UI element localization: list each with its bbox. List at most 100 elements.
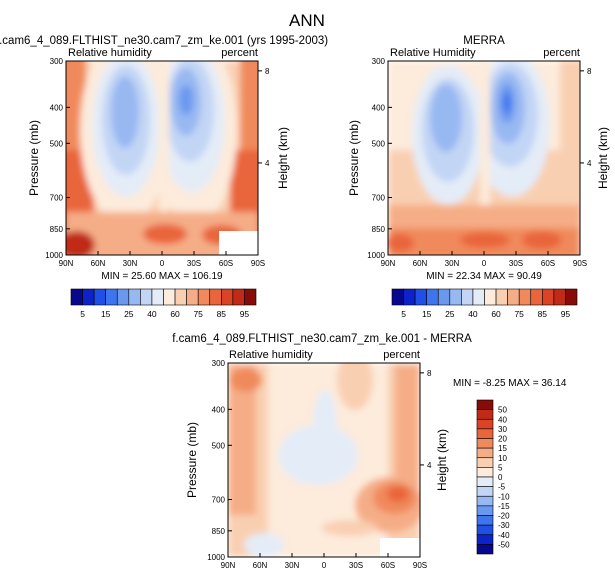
panel-diff-field — [228, 363, 420, 557]
colorbar-label: 95 — [561, 309, 571, 319]
colorbar-box — [553, 288, 566, 306]
panel-model-axes: 90N 60N 30N 0 30S 60S 90S 300 400 500 700 850 1000 8 4 — [45, 57, 270, 268]
y-tick-label: 500 — [372, 139, 386, 148]
colorbar-label: 60 — [491, 309, 501, 319]
panel-obs-left-subtitle: Relative Humidity — [390, 47, 476, 59]
figure-title: ANN — [289, 11, 325, 30]
colorbar-box — [82, 288, 95, 306]
y-tick-label: 700 — [212, 496, 226, 505]
colorbar-label: -30 — [498, 521, 510, 530]
colorbar-box — [476, 476, 494, 487]
panel-diff-ylabel: Pressure (mb) — [185, 422, 199, 498]
colorbar-abs-1: 5 15 25 40 60 75 85 95 — [70, 288, 257, 319]
colorbar-box — [476, 428, 494, 439]
colorbar-box — [476, 399, 494, 410]
colorbar-box — [116, 288, 130, 306]
colorbar-box — [476, 457, 494, 468]
contour-fill — [66, 231, 95, 255]
colorbar-box — [209, 288, 222, 306]
panel-diff-stats: MIN = -8.25 MAX = 36.14 — [453, 378, 567, 389]
contour-fill — [430, 84, 462, 152]
x-tick-label: 90S — [251, 259, 265, 268]
panel-model-ylabel: Pressure (mb) — [27, 120, 41, 196]
y2-tick-label: 4 — [427, 461, 432, 470]
colorbar-label: 25 — [124, 309, 134, 319]
colorbar-label: 85 — [538, 309, 548, 319]
colorbar-box — [93, 288, 106, 306]
colorbar-label: 50 — [498, 406, 507, 415]
colorbar-box — [437, 288, 451, 306]
panel-obs-field — [388, 61, 580, 255]
colorbar-box — [476, 534, 494, 545]
colorbar-box — [530, 288, 543, 306]
contour-fill — [313, 390, 337, 460]
colorbar-box — [151, 288, 164, 306]
colorbar-box — [232, 288, 245, 306]
y-tick-label: 500 — [50, 139, 64, 148]
colorbar-label: 5 — [401, 309, 406, 319]
colorbar-label: 75 — [193, 309, 203, 319]
colorbar-label: 60 — [170, 309, 180, 319]
colorbar-label: 15 — [101, 309, 111, 319]
colorbar-box — [105, 288, 118, 306]
y-tick-label: 850 — [50, 225, 64, 234]
colorbar-box — [70, 288, 83, 306]
x-tick-label: 30N — [445, 259, 460, 268]
panel-diff-title: f.cam6_4_089.FLTHIST_ne30.cam7_zm_ke.001… — [172, 333, 472, 345]
panel-model-stats: MIN = 25.60 MAX = 106.19 — [101, 271, 223, 282]
colorbar-box — [140, 288, 153, 306]
panel-diff-axes: 90N 60N 30N 0 30S 60S 90S 300 400 500 700 850 1000 8 4 — [207, 359, 432, 570]
missing-data — [380, 538, 420, 557]
colorbar-box — [476, 515, 494, 526]
x-tick-label: 60S — [219, 259, 233, 268]
y2-tick-label: 8 — [427, 369, 432, 378]
colorbar-box — [476, 418, 494, 430]
y2-tick-label: 8 — [265, 67, 270, 76]
x-tick-label: 90S — [413, 561, 427, 570]
x-tick-label: 60N — [91, 259, 106, 268]
contour-fill — [278, 425, 358, 485]
panel-diff-y2label: Height (km) — [435, 429, 449, 491]
colorbar-box — [476, 438, 494, 449]
x-tick-label: 90N — [221, 561, 236, 570]
contour-fill — [522, 231, 562, 249]
y-tick-label: 400 — [50, 103, 64, 112]
x-tick-label: 90S — [573, 259, 587, 268]
panel-obs-ylabel: Pressure (mb) — [347, 120, 361, 196]
y-tick-label: 300 — [212, 359, 226, 368]
panel-diff-right-subtitle: percent — [383, 349, 420, 361]
x-tick-label: 30S — [187, 259, 201, 268]
colorbar-label: 30 — [498, 425, 507, 434]
x-tick-label: 30S — [349, 561, 363, 570]
colorbar-box — [476, 505, 494, 516]
colorbar-box — [476, 544, 494, 555]
colorbar-label: 25 — [445, 309, 455, 319]
contour-fill — [480, 61, 490, 240]
y-tick-label: 400 — [372, 103, 386, 112]
colorbar-box — [495, 288, 508, 306]
contour-fill — [387, 486, 409, 502]
colorbar-abs-2: 5 15 25 40 60 75 85 95 — [391, 288, 578, 319]
contour-fill — [111, 76, 139, 148]
colorbar-box — [472, 288, 485, 306]
x-tick-label: 90N — [59, 259, 74, 268]
panel-model-title: f.cam6_4_089.FLTHIST_ne30.cam7_zm_ke.001… — [0, 35, 328, 47]
x-tick-label: 0 — [482, 259, 487, 268]
y-tick-label: 1000 — [207, 553, 225, 562]
y-tick-label: 1000 — [45, 251, 63, 260]
panel-model-left-subtitle: Relative humidity — [68, 47, 152, 59]
panel-obs-y2label: Height (km) — [596, 127, 610, 189]
panel-diff: f.cam6_4_089.FLTHIST_ne30.cam7_zm_ke.001… — [172, 333, 567, 570]
x-tick-label: 0 — [160, 259, 165, 268]
colorbar-box — [461, 288, 474, 306]
colorbar-box — [476, 409, 494, 420]
contour-fill — [159, 61, 169, 240]
panel-obs-right-subtitle: percent — [543, 47, 580, 59]
colorbar-box — [476, 467, 494, 478]
colorbar-label: -50 — [498, 540, 510, 549]
contour-fill — [244, 533, 284, 557]
panel-model-field — [66, 61, 258, 255]
colorbar-box — [476, 495, 494, 507]
colorbar-label: 5 — [498, 463, 503, 472]
y-tick-label: 500 — [212, 441, 226, 450]
